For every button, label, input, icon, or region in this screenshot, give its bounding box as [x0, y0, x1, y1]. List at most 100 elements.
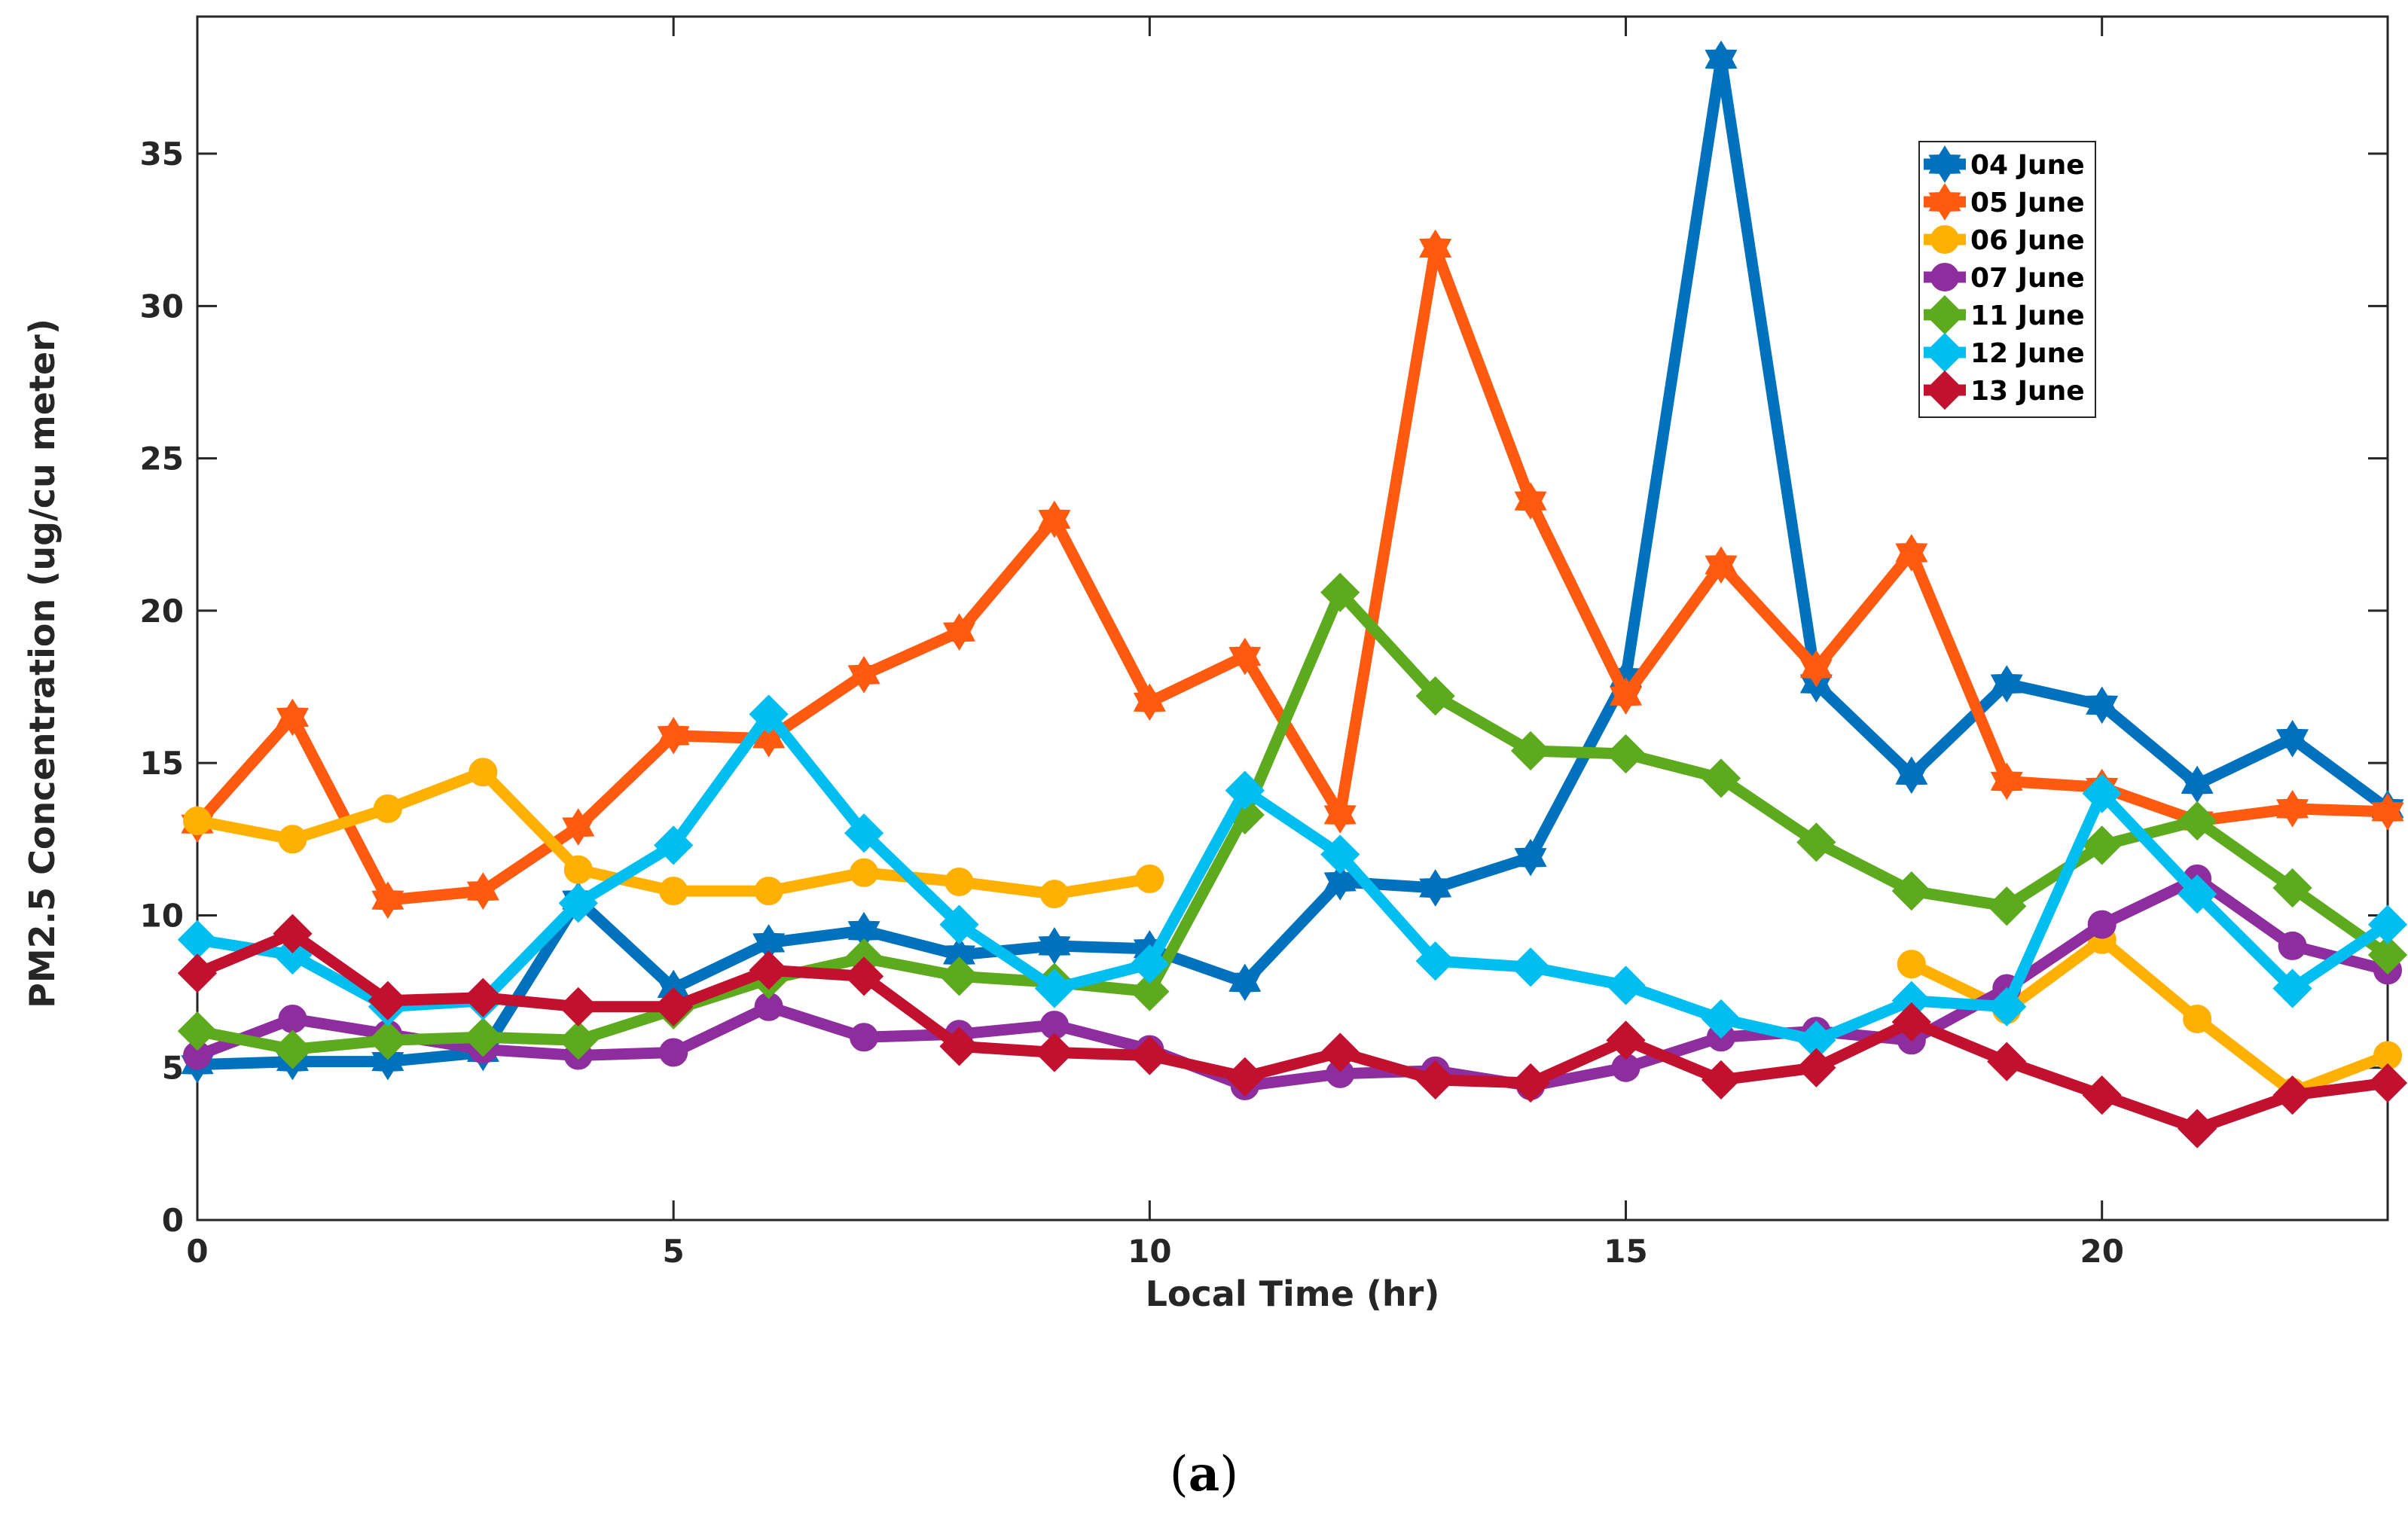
data-point [1130, 944, 1170, 984]
series-13-june [177, 914, 2408, 1148]
data-point [278, 825, 307, 854]
data-point [2278, 931, 2307, 960]
data-point [1891, 871, 1931, 911]
data-point [1895, 756, 1928, 795]
y-axis-label: PM2.5 Concentration (ug/cu meter) [22, 319, 63, 1008]
axes: 0 5 10 15 20 0 5 10 15 20 25 30 35 [140, 15, 2389, 1270]
data-point [2086, 686, 2119, 724]
data-point [1228, 963, 1262, 1002]
data-point [844, 813, 884, 853]
data-point [558, 987, 598, 1026]
data-point [1510, 1063, 1551, 1103]
legend-marker [1928, 183, 1961, 221]
data-point [2371, 793, 2404, 831]
plot-area-frame [196, 15, 2389, 1222]
data-point [1990, 665, 2023, 703]
data-point [371, 881, 404, 920]
x-tick-label: 15 [1604, 1233, 1647, 1270]
data-point [2276, 789, 2309, 828]
data-point [2181, 765, 2214, 804]
data-point [657, 716, 690, 755]
data-point [278, 1004, 307, 1033]
x-tick-label: 5 [663, 1233, 685, 1270]
data-point [1705, 40, 1738, 78]
legend-entry-label: 06 June [1970, 225, 2085, 256]
data-point [1701, 758, 1741, 798]
data-point [2178, 1109, 2217, 1148]
data-point [2272, 1075, 2312, 1115]
data-point [1039, 880, 1069, 909]
data-point [1895, 534, 1928, 572]
legend-entry-label: 13 June [1970, 376, 2085, 407]
data-point [844, 956, 884, 996]
data-point [1606, 1020, 1646, 1060]
data-point [850, 858, 879, 887]
data-point [654, 825, 694, 865]
data-point [368, 981, 407, 1020]
data-point [939, 904, 979, 944]
y-tick-label: 30 [140, 288, 184, 325]
data-point [2272, 868, 2312, 908]
data-point [1705, 546, 1738, 584]
y-tick-label: 10 [140, 897, 184, 934]
y-tick-label: 35 [140, 136, 184, 172]
data-point [1796, 1048, 1836, 1087]
data-point [1415, 941, 1455, 981]
data-point [1320, 1032, 1360, 1072]
data-point [1323, 796, 1357, 834]
data-point [2082, 773, 2122, 813]
data-point [749, 950, 789, 990]
caption-open: ( [1169, 1447, 1189, 1502]
data-point [939, 1026, 979, 1066]
data-point [2272, 968, 2312, 1008]
series-lines [177, 40, 2408, 1148]
data-point [1606, 734, 1646, 774]
data-point [1514, 482, 1547, 520]
data-point [183, 807, 212, 836]
data-point [1415, 1060, 1455, 1100]
caption-close: ) [1219, 1447, 1239, 1502]
data-point [2178, 801, 2217, 841]
data-point [1701, 999, 1741, 1039]
legend-entry-label: 04 June [1970, 150, 2085, 181]
data-point [2178, 874, 2217, 914]
data-point [1419, 229, 1452, 267]
data-point [654, 987, 694, 1026]
data-point [1987, 1042, 2027, 1081]
data-point [1038, 927, 1071, 965]
data-point [2276, 719, 2309, 758]
data-point [2367, 904, 2408, 944]
data-point [1610, 677, 1643, 715]
series-line [1906, 934, 2394, 1098]
series-05-june [181, 229, 2404, 920]
legend-marker [1928, 145, 1961, 183]
x-axis-label: Local Time (hr) [1146, 1273, 1440, 1314]
data-point [1225, 770, 1265, 810]
series-line [191, 708, 2394, 1046]
data-point [1034, 968, 1075, 1008]
data-point [373, 794, 402, 823]
data-point [1510, 947, 1551, 987]
data-point [368, 1020, 407, 1060]
data-point [1133, 683, 1166, 721]
data-point [749, 694, 789, 734]
data-point [1320, 834, 1360, 874]
data-point [1510, 731, 1551, 771]
data-point [847, 655, 880, 694]
data-point [562, 808, 595, 846]
data-point [2082, 1075, 2122, 1115]
data-point [1987, 886, 2027, 926]
data-point [1415, 676, 1455, 716]
data-point [1135, 864, 1164, 893]
data-point [463, 1017, 503, 1057]
legend-marker [1930, 263, 1959, 291]
data-point [1891, 1002, 1931, 1042]
data-point [1034, 1032, 1075, 1072]
legend-entry-label: 11 June [1970, 300, 2085, 331]
y-tick-label: 20 [140, 593, 184, 630]
y-tick-label: 15 [140, 745, 184, 782]
x-tick-label: 10 [1128, 1233, 1171, 1270]
data-point [2367, 935, 2408, 975]
data-point [1130, 1036, 1170, 1075]
